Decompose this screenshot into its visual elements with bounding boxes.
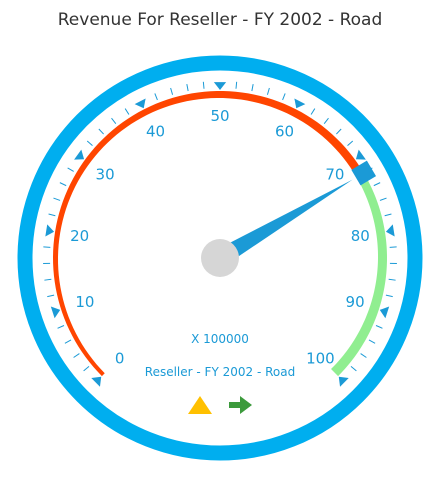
minor-tick — [58, 326, 64, 329]
multiplier-label: X 100000 — [191, 332, 249, 346]
major-tick — [214, 82, 226, 90]
right-arrow-icon — [229, 396, 252, 414]
major-tick — [51, 307, 60, 319]
gauge-pointer — [201, 161, 376, 277]
minor-tick — [187, 84, 188, 91]
tick-label: 30 — [96, 166, 115, 184]
minor-tick — [60, 183, 66, 186]
minor-tick — [348, 141, 353, 146]
minor-tick — [324, 118, 328, 124]
minor-tick — [155, 93, 158, 100]
minor-tick — [68, 168, 74, 172]
minor-tick — [53, 198, 60, 200]
minor-tick — [376, 326, 382, 329]
minor-tick — [252, 84, 253, 91]
minor-tick — [47, 295, 54, 297]
major-tick — [356, 150, 366, 160]
tick-label: 10 — [75, 293, 94, 311]
minor-tick — [65, 340, 71, 343]
major-tick — [294, 98, 305, 108]
minor-tick — [87, 141, 92, 146]
gauge-subtitle: Reseller - FY 2002 - Road — [145, 365, 295, 379]
tick-label: 60 — [275, 123, 294, 141]
minor-tick — [386, 295, 393, 297]
minor-tick — [311, 109, 315, 115]
tick-label: 80 — [351, 227, 370, 245]
minor-tick — [369, 340, 375, 343]
minor-tick — [267, 88, 269, 95]
minor-tick — [336, 129, 341, 134]
minor-tick — [389, 279, 396, 280]
needle-hub — [201, 239, 239, 277]
minor-tick — [283, 93, 286, 100]
major-tick — [380, 307, 389, 319]
gauge-range-1 — [331, 173, 387, 376]
tick-label: 70 — [325, 166, 344, 184]
major-tick — [135, 98, 146, 108]
gauge-tick-labels: 0 10 20 30 40 50 60 70 80 90 100 — [70, 107, 370, 367]
tick-label: 40 — [146, 123, 165, 141]
minor-tick — [171, 88, 173, 95]
minor-tick — [351, 366, 356, 370]
minor-tick — [385, 214, 392, 216]
minor-tick — [74, 354, 80, 358]
tick-label: 50 — [210, 107, 229, 125]
major-tick — [74, 150, 84, 160]
minor-tick — [361, 354, 367, 358]
major-tick — [386, 224, 395, 236]
minor-tick — [374, 183, 380, 186]
tick-label: 20 — [70, 227, 89, 245]
minor-tick — [112, 118, 116, 124]
minor-tick — [236, 82, 237, 89]
major-tick — [339, 377, 349, 387]
minor-tick — [125, 109, 129, 115]
tick-label: 0 — [115, 349, 125, 367]
warning-triangle-icon — [188, 396, 212, 414]
minor-tick — [99, 129, 104, 134]
tick-label: 100 — [306, 349, 335, 367]
minor-tick — [84, 366, 89, 370]
minor-tick — [49, 214, 56, 216]
minor-tick — [203, 82, 204, 89]
tick-label: 90 — [346, 293, 365, 311]
major-tick — [45, 224, 54, 236]
minor-tick — [44, 279, 51, 280]
major-tick — [91, 377, 101, 387]
minor-tick — [380, 198, 387, 200]
